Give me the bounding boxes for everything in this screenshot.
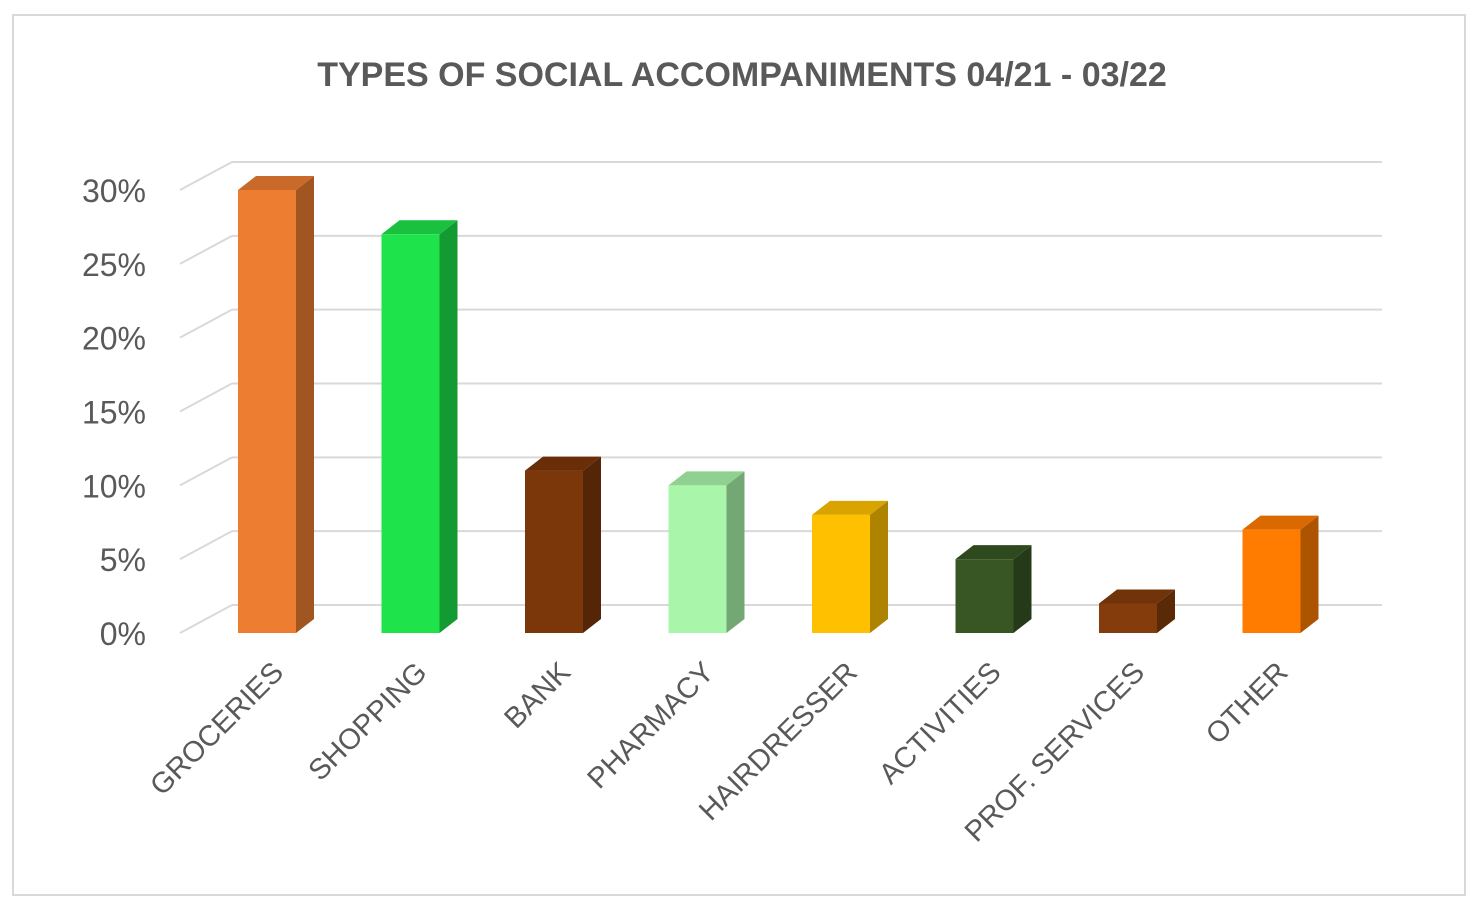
x-tick-label: BANK xyxy=(498,656,577,735)
gridline xyxy=(179,456,1382,487)
bar xyxy=(525,456,601,633)
y-tick-label: 10% xyxy=(82,468,146,504)
gridlines xyxy=(179,161,1382,634)
x-tick-label: GROCERIES xyxy=(144,656,290,802)
gridline xyxy=(179,604,1382,634)
bar xyxy=(238,176,314,633)
gridline xyxy=(179,234,1382,265)
bars xyxy=(238,176,1319,634)
bar xyxy=(812,500,888,633)
bar xyxy=(668,471,745,633)
gridline xyxy=(179,382,1382,413)
y-tick-label: 5% xyxy=(100,542,146,578)
bar xyxy=(955,545,1032,633)
x-tick-label: PHARMACY xyxy=(582,656,721,795)
y-axis: 0% 5% 10% 15% 20% 25% 30% xyxy=(82,173,146,652)
x-tick-label: SHOPPING xyxy=(303,656,434,787)
gridline xyxy=(179,308,1382,339)
y-tick-label: 25% xyxy=(82,247,146,283)
gridline xyxy=(179,530,1382,561)
x-tick-label: HAIRDRESSER xyxy=(693,656,864,827)
x-axis: GROCERIES SHOPPING BANK PHARMACYHAIRDRESSER… xyxy=(144,656,1294,849)
bar xyxy=(1242,515,1319,633)
bar xyxy=(381,220,458,634)
y-tick-label: 30% xyxy=(82,173,146,209)
bar xyxy=(1099,589,1175,633)
x-tick-label: OTHER xyxy=(1200,656,1294,750)
x-tick-label: ACTIVITIES xyxy=(873,656,1007,790)
y-tick-label: 0% xyxy=(100,616,146,652)
y-tick-label: 15% xyxy=(82,395,146,431)
chart-title: TYPES OF SOCIAL ACCOMPANIMENTS 04/21 - 0… xyxy=(317,56,1167,94)
gridline xyxy=(179,161,1382,191)
y-tick-label: 20% xyxy=(82,321,146,357)
